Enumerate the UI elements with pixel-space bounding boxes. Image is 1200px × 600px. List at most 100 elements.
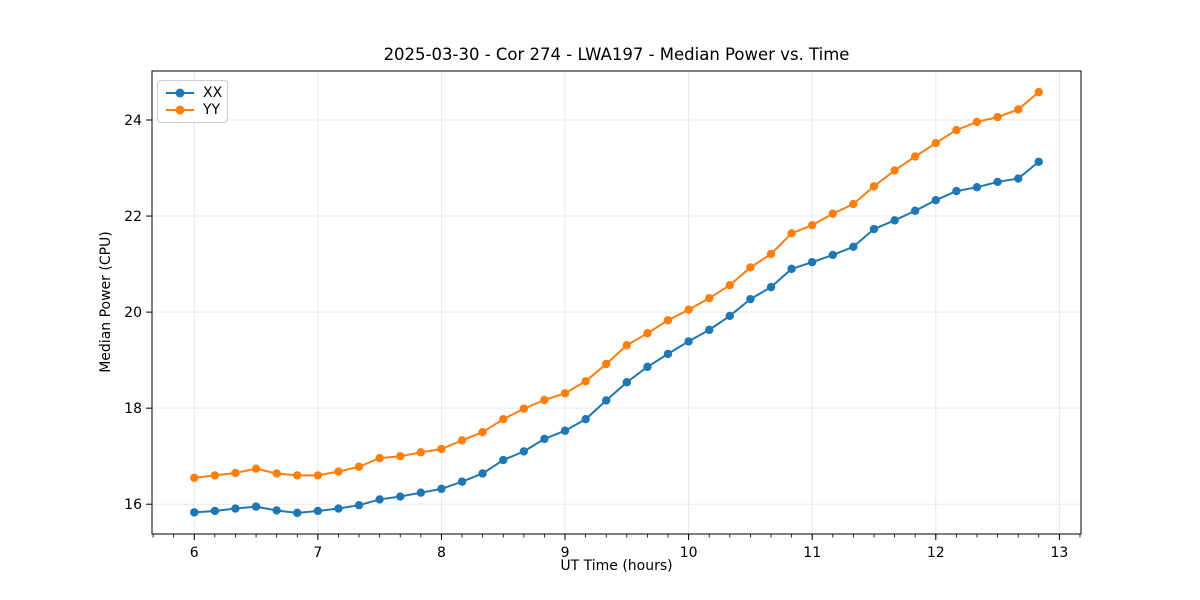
series-xx-marker-9 [375,495,384,504]
series-xx-marker-24 [684,337,693,346]
series-xx-marker-29 [787,264,796,274]
series-yy-marker-25 [705,293,714,303]
series-xx-marker-2 [231,504,240,513]
series-xx-marker-11 [416,488,426,497]
series-yy-marker-23 [663,316,673,325]
series-xx-marker-14 [478,469,487,478]
series-yy-marker-34 [890,166,899,175]
x-tick-label-9: 9 [561,545,570,561]
series-yy-marker-36 [931,138,940,148]
legend-label-yy: YY [203,102,221,119]
series-xx-marker-8 [354,500,364,510]
legend: XX YY [157,80,228,123]
series-xx-marker-16 [519,447,529,456]
series-yy-marker-28 [766,249,776,259]
series-xx-marker-34 [890,216,899,225]
x-tick-label-11: 11 [803,545,821,561]
x-tick-label-6: 6 [190,545,199,561]
x-axis-label: UT Time (hours) [560,558,673,574]
plot-border-group [151,70,1082,535]
series-yy-marker-22 [643,329,652,338]
series-yy-marker-38 [972,117,982,127]
series-yy-marker-41 [1034,87,1043,97]
series-xx-marker-22 [643,362,652,372]
series-xx-marker-15 [499,455,508,465]
series-xx-marker-19 [581,415,590,424]
x-tick-label-8: 8 [437,545,446,561]
series-xx-marker-36 [931,195,940,205]
series-xx-marker-10 [396,492,405,501]
series-yy-marker-5 [293,471,302,480]
ticks-group [146,119,1081,540]
series-yy-marker-8 [354,462,364,471]
y-tick-label-20: 20 [124,305,142,321]
x-tick-label-7: 7 [313,545,322,561]
series-yy-marker-7 [334,467,343,476]
series-xx-marker-21 [622,378,632,387]
x-tick-label-13: 13 [1050,545,1068,561]
x-tick-label-12: 12 [927,545,945,561]
series-yy-marker-39 [993,112,1002,122]
y-tick-label-16: 16 [124,497,142,513]
series-xx-marker-33 [869,224,879,234]
legend-swatch-xx [166,88,194,98]
y-axis-label: Median Power (CPU) [98,231,114,373]
series-xx-marker-25 [705,325,714,335]
series-xx-marker-23 [663,349,673,359]
series-xx-marker-35 [910,206,920,215]
series-yy-marker-9 [375,453,384,463]
series-yy-marker-17 [540,395,549,405]
series-xx-marker-32 [849,242,858,251]
series-xx-marker-1 [210,506,220,516]
series-yy-marker-15 [499,415,508,424]
series-xx-marker-4 [272,506,281,515]
series-yy-marker-24 [684,305,693,314]
series-xx-marker-17 [540,434,549,444]
series-yy-marker-14 [478,427,487,437]
circle-marker-icon [175,105,185,115]
series-yy-marker-32 [849,199,858,209]
series-xx-marker-13 [457,477,467,486]
series-xx-marker-5 [293,508,302,518]
series-xx-marker-30 [807,257,817,267]
series-yy-marker-6 [313,471,323,480]
legend-item-xx: XX [166,86,222,100]
series-yy-marker-31 [828,209,838,218]
series-yy-marker-11 [416,448,426,457]
series-xx-marker-18 [560,426,570,435]
series-yy-marker-13 [457,436,467,445]
series-xx-marker-3 [251,502,261,511]
series-yy-marker-26 [725,281,734,290]
x-tick-label-10: 10 [680,545,698,561]
circle-marker-icon [175,88,185,98]
series-xx-marker-41 [1034,157,1043,166]
series-xx-marker-7 [334,504,343,513]
series-xx-marker-31 [828,250,838,260]
series-yy-marker-2 [231,468,240,478]
series-yy-marker-0 [190,473,199,483]
legend-item-yy: YY [166,102,221,119]
y-tick-label-18: 18 [124,401,142,417]
series-xx-marker-39 [993,177,1002,187]
tick-labels-group: 6 7 8 9 10 11 12 13 16 18 20 22 24 [124,113,1068,561]
series-xx-marker-12 [437,484,446,494]
series-xx-marker-40 [1014,174,1023,183]
series-xx-marker-38 [972,183,982,192]
series-xx-line [194,161,1040,514]
series-yy-marker-19 [581,377,590,386]
series-yy-marker-10 [396,451,405,461]
series-xx-marker-0 [190,508,199,517]
series-xx-marker-26 [725,311,734,321]
series-yy-marker-20 [601,359,611,369]
series-yy-marker-30 [807,220,817,230]
series-yy-marker-21 [622,341,632,350]
gridlines-group [152,71,1081,534]
series-yy-marker-27 [746,263,755,272]
series-yy-marker-40 [1014,105,1023,114]
series-xx-marker-27 [746,294,755,304]
series-yy-marker-37 [952,125,961,135]
series-yy-marker-1 [210,471,220,480]
series-yy-marker-18 [560,389,570,398]
